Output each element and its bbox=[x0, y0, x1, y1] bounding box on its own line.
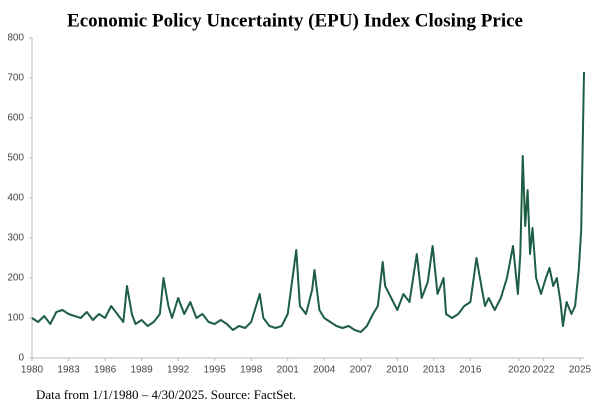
x-tick-label: 1980 bbox=[21, 365, 44, 376]
x-tick-label: 2020 bbox=[508, 365, 531, 376]
x-tick-label: 2004 bbox=[313, 365, 336, 376]
x-tick-label: 1983 bbox=[57, 365, 80, 376]
x-tick-label: 2016 bbox=[459, 365, 482, 376]
chart-title: Economic Policy Uncertainty (EPU) Index … bbox=[67, 10, 523, 31]
series-line bbox=[31, 71, 585, 333]
y-tick-label: 500 bbox=[7, 153, 24, 164]
x-tick-label: 1992 bbox=[167, 365, 190, 376]
y-tick-label: 800 bbox=[7, 33, 24, 44]
x-tick-label: 2022 bbox=[532, 365, 555, 376]
y-tick-label: 600 bbox=[7, 113, 24, 124]
x-tick-label: 1986 bbox=[94, 365, 117, 376]
y-tick-label: 300 bbox=[7, 233, 24, 244]
y-tick-label: 400 bbox=[7, 193, 24, 204]
x-tick-label: 2025 bbox=[569, 365, 592, 376]
x-tick-label: 2013 bbox=[423, 365, 446, 376]
x-tick-label: 2001 bbox=[277, 365, 300, 376]
x-tick-label: 1989 bbox=[130, 365, 153, 376]
x-tick-label: 1995 bbox=[204, 365, 227, 376]
y-tick-label: 200 bbox=[7, 273, 24, 284]
y-tick-label: 700 bbox=[7, 73, 24, 84]
x-tick-label: 1998 bbox=[240, 365, 263, 376]
x-tick-label: 2010 bbox=[386, 365, 409, 376]
x-tick-label: 2007 bbox=[350, 365, 373, 376]
y-tick-label: 100 bbox=[7, 313, 24, 324]
source-note: Data from 1/1/1980 – 4/30/2025. Source: … bbox=[36, 387, 296, 402]
y-tick-label: 0 bbox=[18, 353, 24, 364]
